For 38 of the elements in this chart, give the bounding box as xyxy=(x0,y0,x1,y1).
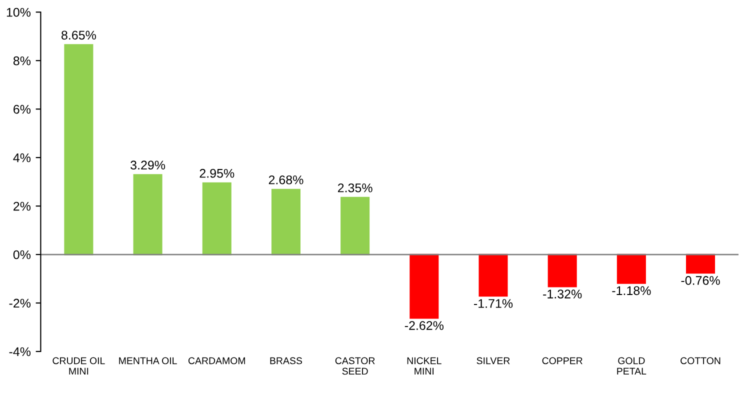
bar xyxy=(410,254,439,319)
x-tick-label: SILVER xyxy=(476,357,510,364)
bar xyxy=(271,188,300,256)
data-label: -1.71% xyxy=(474,299,513,308)
y-tick-label: 8% xyxy=(13,56,31,66)
data-label: 2.95% xyxy=(200,168,234,178)
x-tick-label: NICKEL MINI xyxy=(407,357,442,375)
bar xyxy=(202,182,232,256)
bar xyxy=(340,196,370,256)
y-tick-label: -4% xyxy=(9,347,31,356)
data-label: 8.65% xyxy=(62,30,96,40)
x-tick-label: COPPER xyxy=(542,357,582,364)
bar xyxy=(548,254,577,288)
x-tick-label: BRASS xyxy=(270,357,302,364)
y-tick-label: 10% xyxy=(6,8,31,17)
data-label: 3.29% xyxy=(130,160,166,170)
bar xyxy=(64,44,94,256)
bar xyxy=(616,254,646,284)
data-label: -1.18% xyxy=(612,286,651,296)
x-tick-label: MENTHA OIL xyxy=(119,357,177,364)
data-label: 2.68% xyxy=(268,175,304,184)
x-tick-label: GOLD PETAL xyxy=(617,357,646,375)
y-tick-label: 6% xyxy=(14,104,31,114)
data-label: 2.35% xyxy=(338,183,372,192)
y-tick-label: 2% xyxy=(14,202,31,211)
y-tick-label: -2% xyxy=(9,298,31,308)
data-label: -1.32% xyxy=(543,290,582,298)
y-tick-label: 0% xyxy=(13,250,31,260)
x-tick-label: CASTOR SEED xyxy=(335,357,375,375)
bar xyxy=(478,254,508,297)
x-tick-label: CARDAMOM xyxy=(188,357,245,364)
bar xyxy=(686,254,716,274)
y-tick-label: 4% xyxy=(13,153,31,162)
data-label: -2.62% xyxy=(404,321,444,330)
bar xyxy=(133,174,162,256)
x-tick-label: CRUDE OIL MINI xyxy=(52,357,105,375)
data-label: -0.76% xyxy=(681,276,720,285)
x-tick-label: COTTON xyxy=(680,357,720,364)
